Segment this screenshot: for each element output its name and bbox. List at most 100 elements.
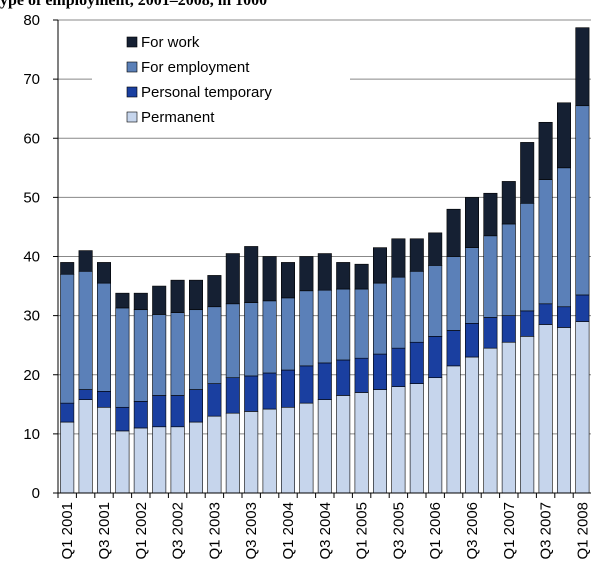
- bar-segment: [409, 270, 424, 343]
- bar-segment: [97, 391, 112, 408]
- bar-segment: [391, 386, 406, 494]
- bar-segment: [501, 315, 516, 343]
- bar-segment: [78, 399, 93, 494]
- bar-segment: [464, 356, 479, 494]
- bar-segment: [520, 142, 535, 204]
- bar-segment: [317, 253, 332, 291]
- bar-segment: [299, 256, 314, 292]
- bar-segment: [115, 430, 130, 494]
- bar-segment: [133, 309, 148, 402]
- bar-segment: [207, 415, 222, 494]
- bar-segment: [428, 377, 443, 494]
- bar-segment: [152, 285, 167, 315]
- x-tick-label: Q3 2005: [390, 502, 407, 560]
- bar-segment: [317, 289, 332, 364]
- bar-segment: [133, 401, 148, 429]
- bar-segment: [575, 105, 590, 296]
- x-tick-label: Q1 2005: [354, 502, 371, 560]
- bar-segment: [428, 232, 443, 266]
- bar-segment: [372, 389, 387, 494]
- bar-segment: [575, 294, 590, 322]
- bar-segment: [520, 202, 535, 312]
- bar-segment: [354, 288, 369, 359]
- x-tick-label: Q3 2002: [170, 502, 187, 560]
- bar-segment: [225, 303, 240, 379]
- bar-segment: [483, 347, 498, 494]
- bar-segment: [336, 395, 351, 494]
- bar-segment: [464, 247, 479, 324]
- bar-segment: [280, 262, 295, 299]
- bar-segment: [133, 427, 148, 494]
- bar-segment: [336, 262, 351, 290]
- legend-swatch: [126, 111, 138, 123]
- bar-segment: [464, 323, 479, 358]
- bar-segment: [372, 353, 387, 390]
- bar-segment: [97, 406, 112, 494]
- bar-segment: [446, 330, 461, 367]
- bar-segment: [483, 317, 498, 349]
- y-tick-label: 30: [23, 308, 40, 325]
- bar-segment: [78, 389, 93, 400]
- bar-segment: [244, 302, 259, 377]
- bar-segment: [262, 372, 277, 410]
- bar-segment: [428, 265, 443, 337]
- bar-segment: [520, 310, 535, 337]
- legend-swatch: [126, 86, 138, 98]
- chart-title: ype of employment, 2001–2008, in 1000: [0, 0, 267, 9]
- x-tick-label: Q1 2007: [501, 502, 518, 560]
- bar-segment: [556, 327, 571, 494]
- bar-segment: [538, 324, 553, 494]
- bar-segment: [483, 235, 498, 318]
- bar-segment: [391, 347, 406, 387]
- legend-label: Personal temporary: [141, 84, 272, 101]
- bar-segment: [483, 192, 498, 237]
- bar-segment: [207, 275, 222, 308]
- bar-segment: [170, 395, 185, 428]
- bar-segment: [538, 121, 553, 180]
- y-tick-label: 40: [23, 249, 40, 266]
- bar-segment: [446, 365, 461, 494]
- bar-segment: [336, 359, 351, 396]
- y-tick-label: 20: [23, 367, 40, 384]
- legend-label: Permanent: [141, 109, 215, 126]
- bar-segment: [244, 375, 259, 412]
- bar-segment: [446, 208, 461, 257]
- legend-swatch: [126, 36, 138, 48]
- bar-segment: [354, 357, 369, 393]
- bar-segment: [336, 288, 351, 361]
- x-tick-label: Q3 2007: [538, 502, 555, 560]
- bar-segment: [520, 336, 535, 494]
- bar-segment: [115, 406, 130, 432]
- bar-segment: [428, 336, 443, 379]
- bar-segment: [299, 402, 314, 494]
- x-tick-label: Q3 2006: [464, 502, 481, 560]
- x-tick-label: Q3 2003: [243, 502, 260, 560]
- bar-segment: [152, 395, 167, 428]
- bar-segment: [446, 256, 461, 331]
- bar-segment: [244, 411, 259, 494]
- x-tick-label: Q1 2001: [59, 502, 76, 560]
- bar-segment: [170, 312, 185, 396]
- legend-label: For work: [141, 34, 200, 51]
- bar-segment: [575, 27, 590, 107]
- bar-segment: [538, 303, 553, 325]
- bar-segment: [115, 292, 130, 309]
- bar-segment: [280, 369, 295, 408]
- bar-segment: [280, 406, 295, 494]
- bar-segment: [556, 306, 571, 328]
- bar-segment: [556, 167, 571, 308]
- y-tick-label: 80: [23, 12, 40, 29]
- bar-segment: [78, 250, 93, 272]
- bar-segment: [244, 246, 259, 303]
- bar-segment: [225, 412, 240, 494]
- bar-segment: [152, 426, 167, 494]
- bar-segment: [354, 263, 369, 290]
- legend-swatch: [126, 61, 138, 73]
- bar-segment: [575, 321, 590, 494]
- bar-segment: [262, 408, 277, 494]
- bar-segment: [60, 273, 75, 404]
- x-tick-label: Q1 2006: [427, 502, 444, 560]
- bar-segment: [189, 309, 204, 390]
- bar-segment: [207, 383, 222, 417]
